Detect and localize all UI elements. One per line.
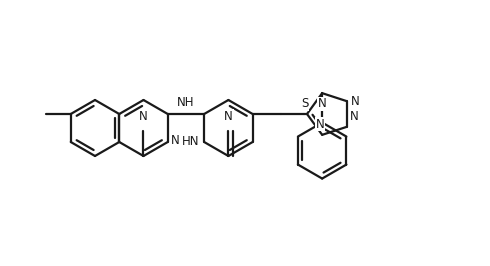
Text: N: N <box>224 110 233 123</box>
Text: O: O <box>224 110 233 123</box>
Text: N: N <box>350 110 358 123</box>
Text: NH: NH <box>177 96 195 109</box>
Text: N: N <box>316 118 324 131</box>
Text: N: N <box>318 97 326 110</box>
Text: N: N <box>139 110 148 123</box>
Text: N: N <box>351 95 359 108</box>
Text: S: S <box>301 97 308 110</box>
Text: HN: HN <box>182 135 199 148</box>
Text: N: N <box>171 134 179 147</box>
